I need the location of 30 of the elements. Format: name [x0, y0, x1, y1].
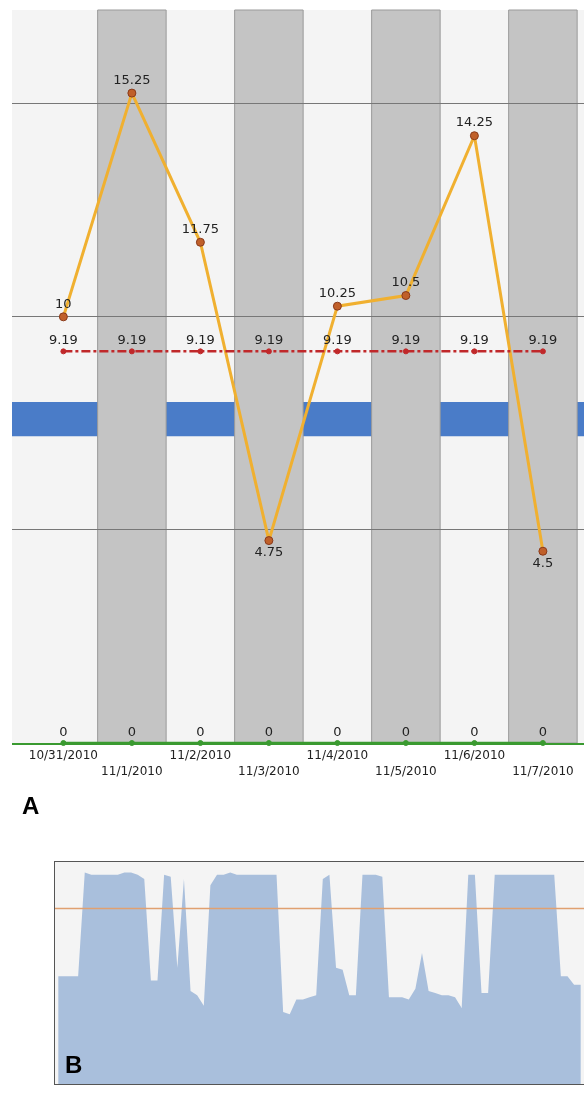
data-label: 0	[264, 723, 274, 739]
data-label: 15.25	[113, 71, 151, 87]
data-label: 9.19	[254, 331, 284, 347]
x-tick-label: 11/6/2010	[443, 748, 506, 763]
data-label: 0	[538, 723, 548, 739]
data-label: 9.19	[48, 331, 78, 347]
x-tick-label: 11/1/2010	[101, 764, 163, 778]
data-label: 0	[401, 723, 411, 739]
data-label: 9.19	[185, 331, 215, 347]
data-label: 0	[333, 723, 342, 739]
data-label: 0	[196, 723, 205, 739]
text: A	[22, 792, 40, 819]
data-label: 9.19	[528, 331, 558, 347]
x-tick-label: 11/3/2010	[238, 764, 300, 778]
data-label: 0	[127, 723, 137, 739]
x-tick-label: 11/7/2010	[512, 764, 574, 778]
x-tick-label: 11/4/2010	[306, 748, 369, 763]
data-label: 4.5	[532, 554, 554, 570]
data-label: 9.19	[391, 331, 421, 347]
x-tick-label: 10/31/2010	[28, 748, 98, 763]
data-label: 9.19	[459, 331, 489, 347]
data-label: 4.75	[254, 544, 284, 560]
data-label: 0	[470, 723, 479, 739]
data-label: 0	[59, 723, 68, 739]
data-label: 10.25	[318, 284, 356, 300]
x-tick-label: 11/2/2010	[169, 748, 232, 763]
x-tick-label: 11/5/2010	[375, 764, 437, 778]
annotation: B	[65, 1051, 83, 1078]
data-label: 14.25	[455, 114, 494, 130]
data-label: 9.19	[117, 331, 147, 347]
